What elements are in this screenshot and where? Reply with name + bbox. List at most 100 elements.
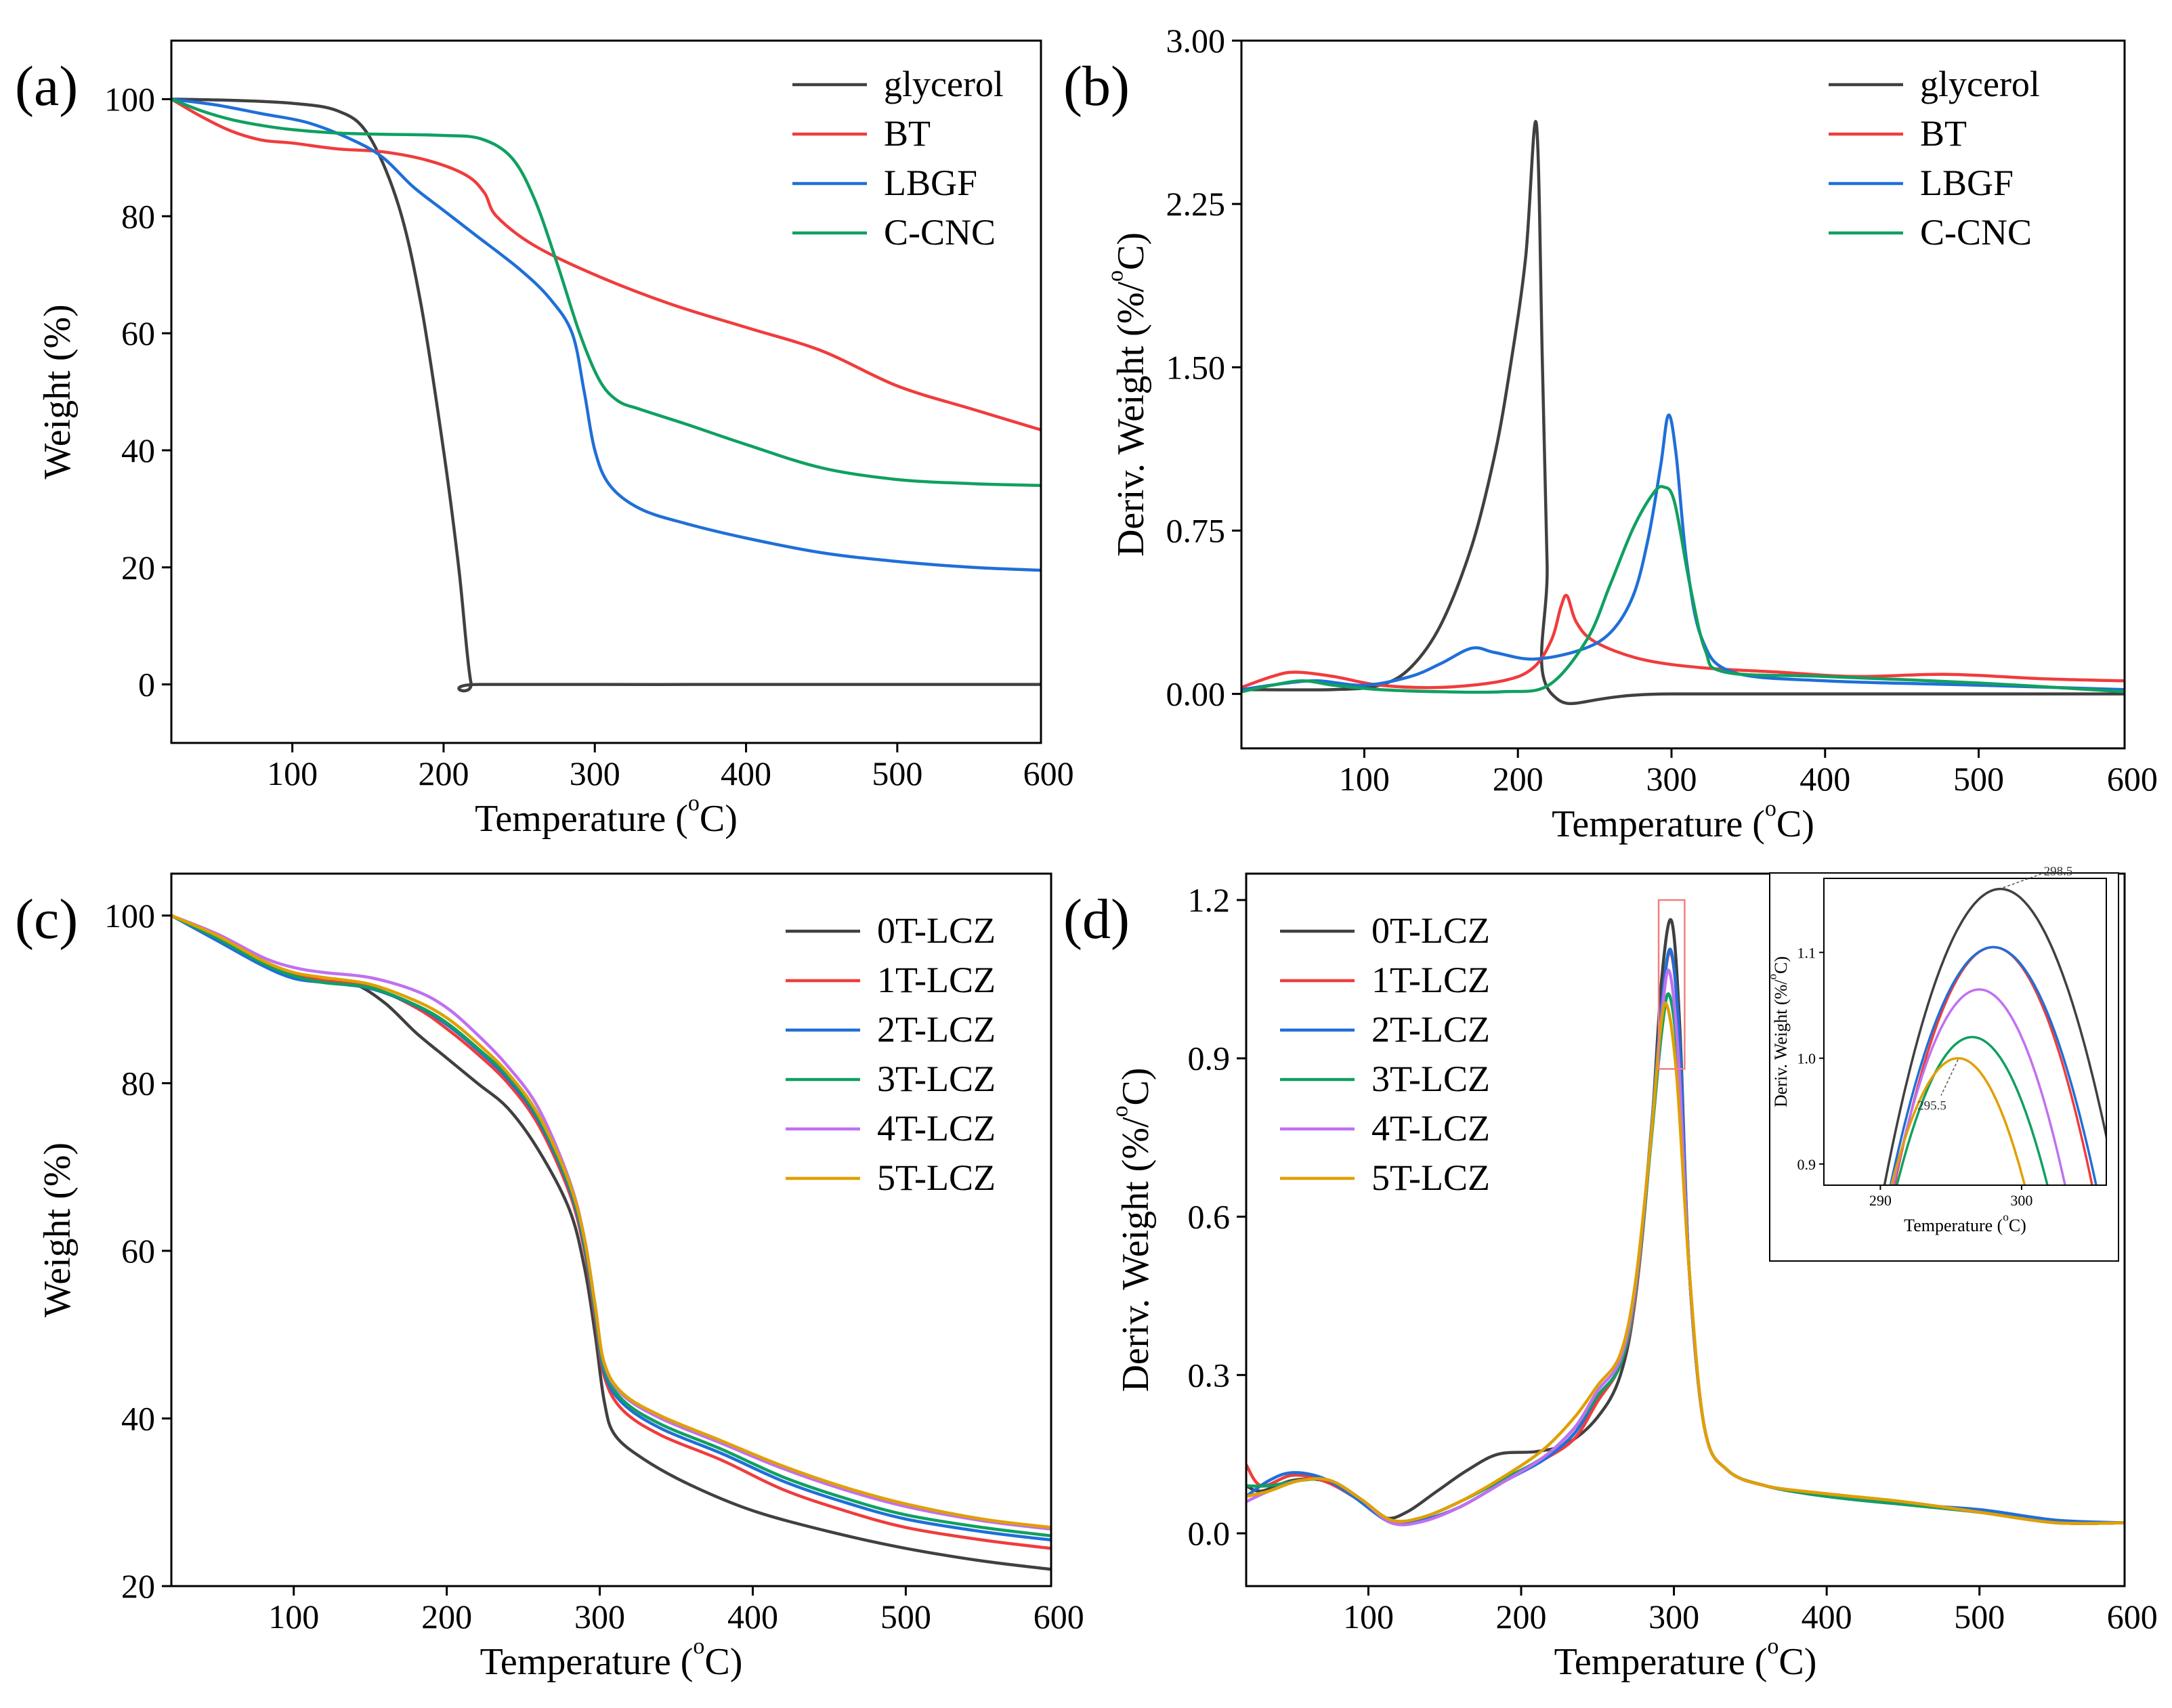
y-tick-label: 20 bbox=[121, 549, 155, 586]
panel-b: 100 200 300 400 500 600 0.00 0.75 1.50 2.25 3.00 Te… bbox=[1063, 22, 2158, 845]
series-line-BT bbox=[1241, 593, 2125, 689]
axes-frame bbox=[1245, 872, 2126, 1587]
legend: glycerol BT LBGF C-CNC bbox=[792, 64, 1004, 253]
y-axis-label: Deriv. Weight (%/oC) bbox=[1107, 1067, 1157, 1392]
plot-area bbox=[171, 98, 1041, 693]
inset-series-2T-LCZ bbox=[1889, 945, 2098, 1185]
inset-y-tick-label: 1.0 bbox=[1797, 1050, 1816, 1067]
series-line-5T-LCZ bbox=[171, 914, 1051, 1529]
panel-label: (c) bbox=[15, 888, 78, 951]
x-tick-label: 600 bbox=[1023, 754, 1074, 792]
y-tick-label: 60 bbox=[121, 1232, 155, 1270]
inset-series-0T-LCZ bbox=[1883, 887, 2106, 1185]
legend-label-glycerol: glycerol bbox=[1920, 64, 2040, 104]
inset: 290 300 0.9 1.0 1.1 Temperature (oC) Deriv. We… bbox=[1766, 865, 2119, 1262]
inset-x-axis-label: Temperature (oC) bbox=[1904, 1211, 2026, 1235]
y-tick-label: 0 bbox=[138, 666, 155, 704]
legend-label-4T-LCZ: 4T-LCZ bbox=[1371, 1108, 1490, 1149]
legend: 0T-LCZ 1T-LCZ 2T-LCZ 3T-LCZ 4T-LCZ 5T-LCZ bbox=[786, 910, 996, 1198]
inset-series-5T-LCZ bbox=[1890, 1056, 2026, 1185]
legend-label-3T-LCZ: 3T-LCZ bbox=[1371, 1059, 1490, 1099]
legend-label-1T-LCZ: 1T-LCZ bbox=[1371, 960, 1490, 1000]
legend-label-3T-LCZ: 3T-LCZ bbox=[877, 1059, 996, 1099]
x-axis-label: Temperature (oC) bbox=[1554, 1634, 1817, 1683]
panel-d: 100 200 300 400 500 600 0.0 0.3 0.6 0.9 1.2 Tempera… bbox=[1063, 865, 2158, 1683]
inset-y-tick-label: 1.1 bbox=[1797, 944, 1816, 961]
plot-area bbox=[1246, 918, 2125, 1526]
x-tick-label: 100 bbox=[267, 754, 318, 792]
series-line-glycerol bbox=[1241, 120, 2125, 706]
legend-label-1T-LCZ: 1T-LCZ bbox=[877, 960, 996, 1000]
legend-label-0T-LCZ: 0T-LCZ bbox=[877, 910, 996, 951]
legend-label-4T-LCZ: 4T-LCZ bbox=[877, 1108, 996, 1149]
y-tick-label: 2.25 bbox=[1166, 185, 1226, 223]
x-tick-label: 600 bbox=[2107, 1598, 2158, 1636]
legend-label-5T-LCZ: 5T-LCZ bbox=[1371, 1157, 1490, 1198]
x-tick-label: 500 bbox=[1953, 760, 2004, 798]
legend-label-LBGF: LBGF bbox=[1920, 163, 2014, 203]
legend-label-glycerol: glycerol bbox=[884, 64, 1004, 104]
peak-highlight-box bbox=[1657, 899, 1686, 1070]
annotation-leader bbox=[1940, 1059, 1959, 1096]
y-tick-label: 40 bbox=[121, 1399, 155, 1437]
legend-label-2T-LCZ: 2T-LCZ bbox=[877, 1009, 996, 1050]
y-tick-label: 0.3 bbox=[1188, 1356, 1231, 1394]
inset-series-3T-LCZ bbox=[1895, 1036, 2049, 1185]
series-line-glycerol bbox=[171, 98, 1041, 693]
x-tick-label: 500 bbox=[880, 1598, 931, 1636]
legend-label-0T-LCZ: 0T-LCZ bbox=[1371, 910, 1490, 951]
y-tick-label: 1.2 bbox=[1188, 881, 1231, 919]
y-tick-label: 80 bbox=[121, 197, 155, 235]
legend-label-LBGF: LBGF bbox=[884, 163, 977, 203]
x-axis-label: Temperature (oC) bbox=[480, 1634, 743, 1683]
plot-area bbox=[1241, 120, 2125, 706]
x-tick-label: 400 bbox=[1800, 760, 1850, 798]
inset-frame bbox=[1823, 878, 2107, 1186]
plot-area bbox=[171, 914, 1051, 1571]
y-tick-label: 100 bbox=[104, 80, 155, 118]
legend-label-2T-LCZ: 2T-LCZ bbox=[1371, 1009, 1490, 1050]
y-axis-label: Deriv. Weight (%/oC) bbox=[1103, 232, 1152, 557]
y-axis-label: Weight (%) bbox=[37, 304, 79, 479]
y-tick-label: 20 bbox=[121, 1567, 155, 1605]
x-tick-label: 300 bbox=[1646, 760, 1697, 798]
x-axis-label: Temperature (oC) bbox=[1552, 796, 1814, 845]
axes-frame bbox=[1240, 39, 2126, 750]
y-axis-label: Weight (%) bbox=[37, 1143, 79, 1317]
inset-y-tick-label: 0.9 bbox=[1797, 1156, 1816, 1173]
y-tick-label: 0.00 bbox=[1166, 675, 1226, 713]
legend-label-BT: BT bbox=[884, 113, 931, 154]
inset-background bbox=[1769, 872, 2119, 1262]
x-axis-label: Temperature (oC) bbox=[475, 790, 738, 840]
series-line-C-CNC bbox=[171, 98, 1041, 488]
inset-x-tick-label: 300 bbox=[2010, 1192, 2032, 1209]
y-tick-label: 60 bbox=[121, 314, 155, 352]
x-tick-label: 600 bbox=[2107, 760, 2158, 798]
axes-frame bbox=[170, 39, 1042, 744]
legend: glycerol BT LBGF C-CNC bbox=[1829, 64, 2040, 253]
x-tick-label: 400 bbox=[727, 1598, 778, 1636]
x-tick-label: 200 bbox=[1496, 1598, 1547, 1636]
inset-series-4T-LCZ bbox=[1892, 988, 2066, 1185]
inset-y-axis-label: Deriv. Weight (%/oC) bbox=[1766, 956, 1791, 1107]
x-tick-label: 500 bbox=[1954, 1598, 2005, 1636]
y-tick-label: 1.50 bbox=[1166, 348, 1226, 386]
panel-label: (d) bbox=[1063, 888, 1130, 951]
panel-a: 100 200 300 400 500 600 0 20 40 60 80 100 Temperatur… bbox=[15, 39, 1074, 840]
annotation-leader bbox=[2003, 873, 2041, 889]
y-tick-label: 0.75 bbox=[1166, 511, 1226, 549]
axes-frame bbox=[170, 872, 1052, 1587]
inset-x-tick-label: 290 bbox=[1869, 1192, 1892, 1209]
y-tick-label: 0.0 bbox=[1188, 1514, 1231, 1552]
series-line-5T-LCZ bbox=[1246, 1002, 2125, 1525]
x-tick-label: 200 bbox=[421, 1598, 472, 1636]
legend-label-C-CNC: C-CNC bbox=[884, 212, 996, 253]
y-tick-label: 40 bbox=[121, 431, 155, 469]
x-tick-label: 300 bbox=[574, 1598, 625, 1636]
panel-label: (a) bbox=[15, 55, 78, 118]
series-line-LBGF bbox=[1241, 413, 2125, 691]
x-tick-label: 500 bbox=[872, 754, 922, 792]
x-tick-label: 100 bbox=[1343, 1598, 1394, 1636]
x-tick-label: 200 bbox=[418, 754, 469, 792]
inset-plot-area bbox=[1883, 887, 2106, 1185]
